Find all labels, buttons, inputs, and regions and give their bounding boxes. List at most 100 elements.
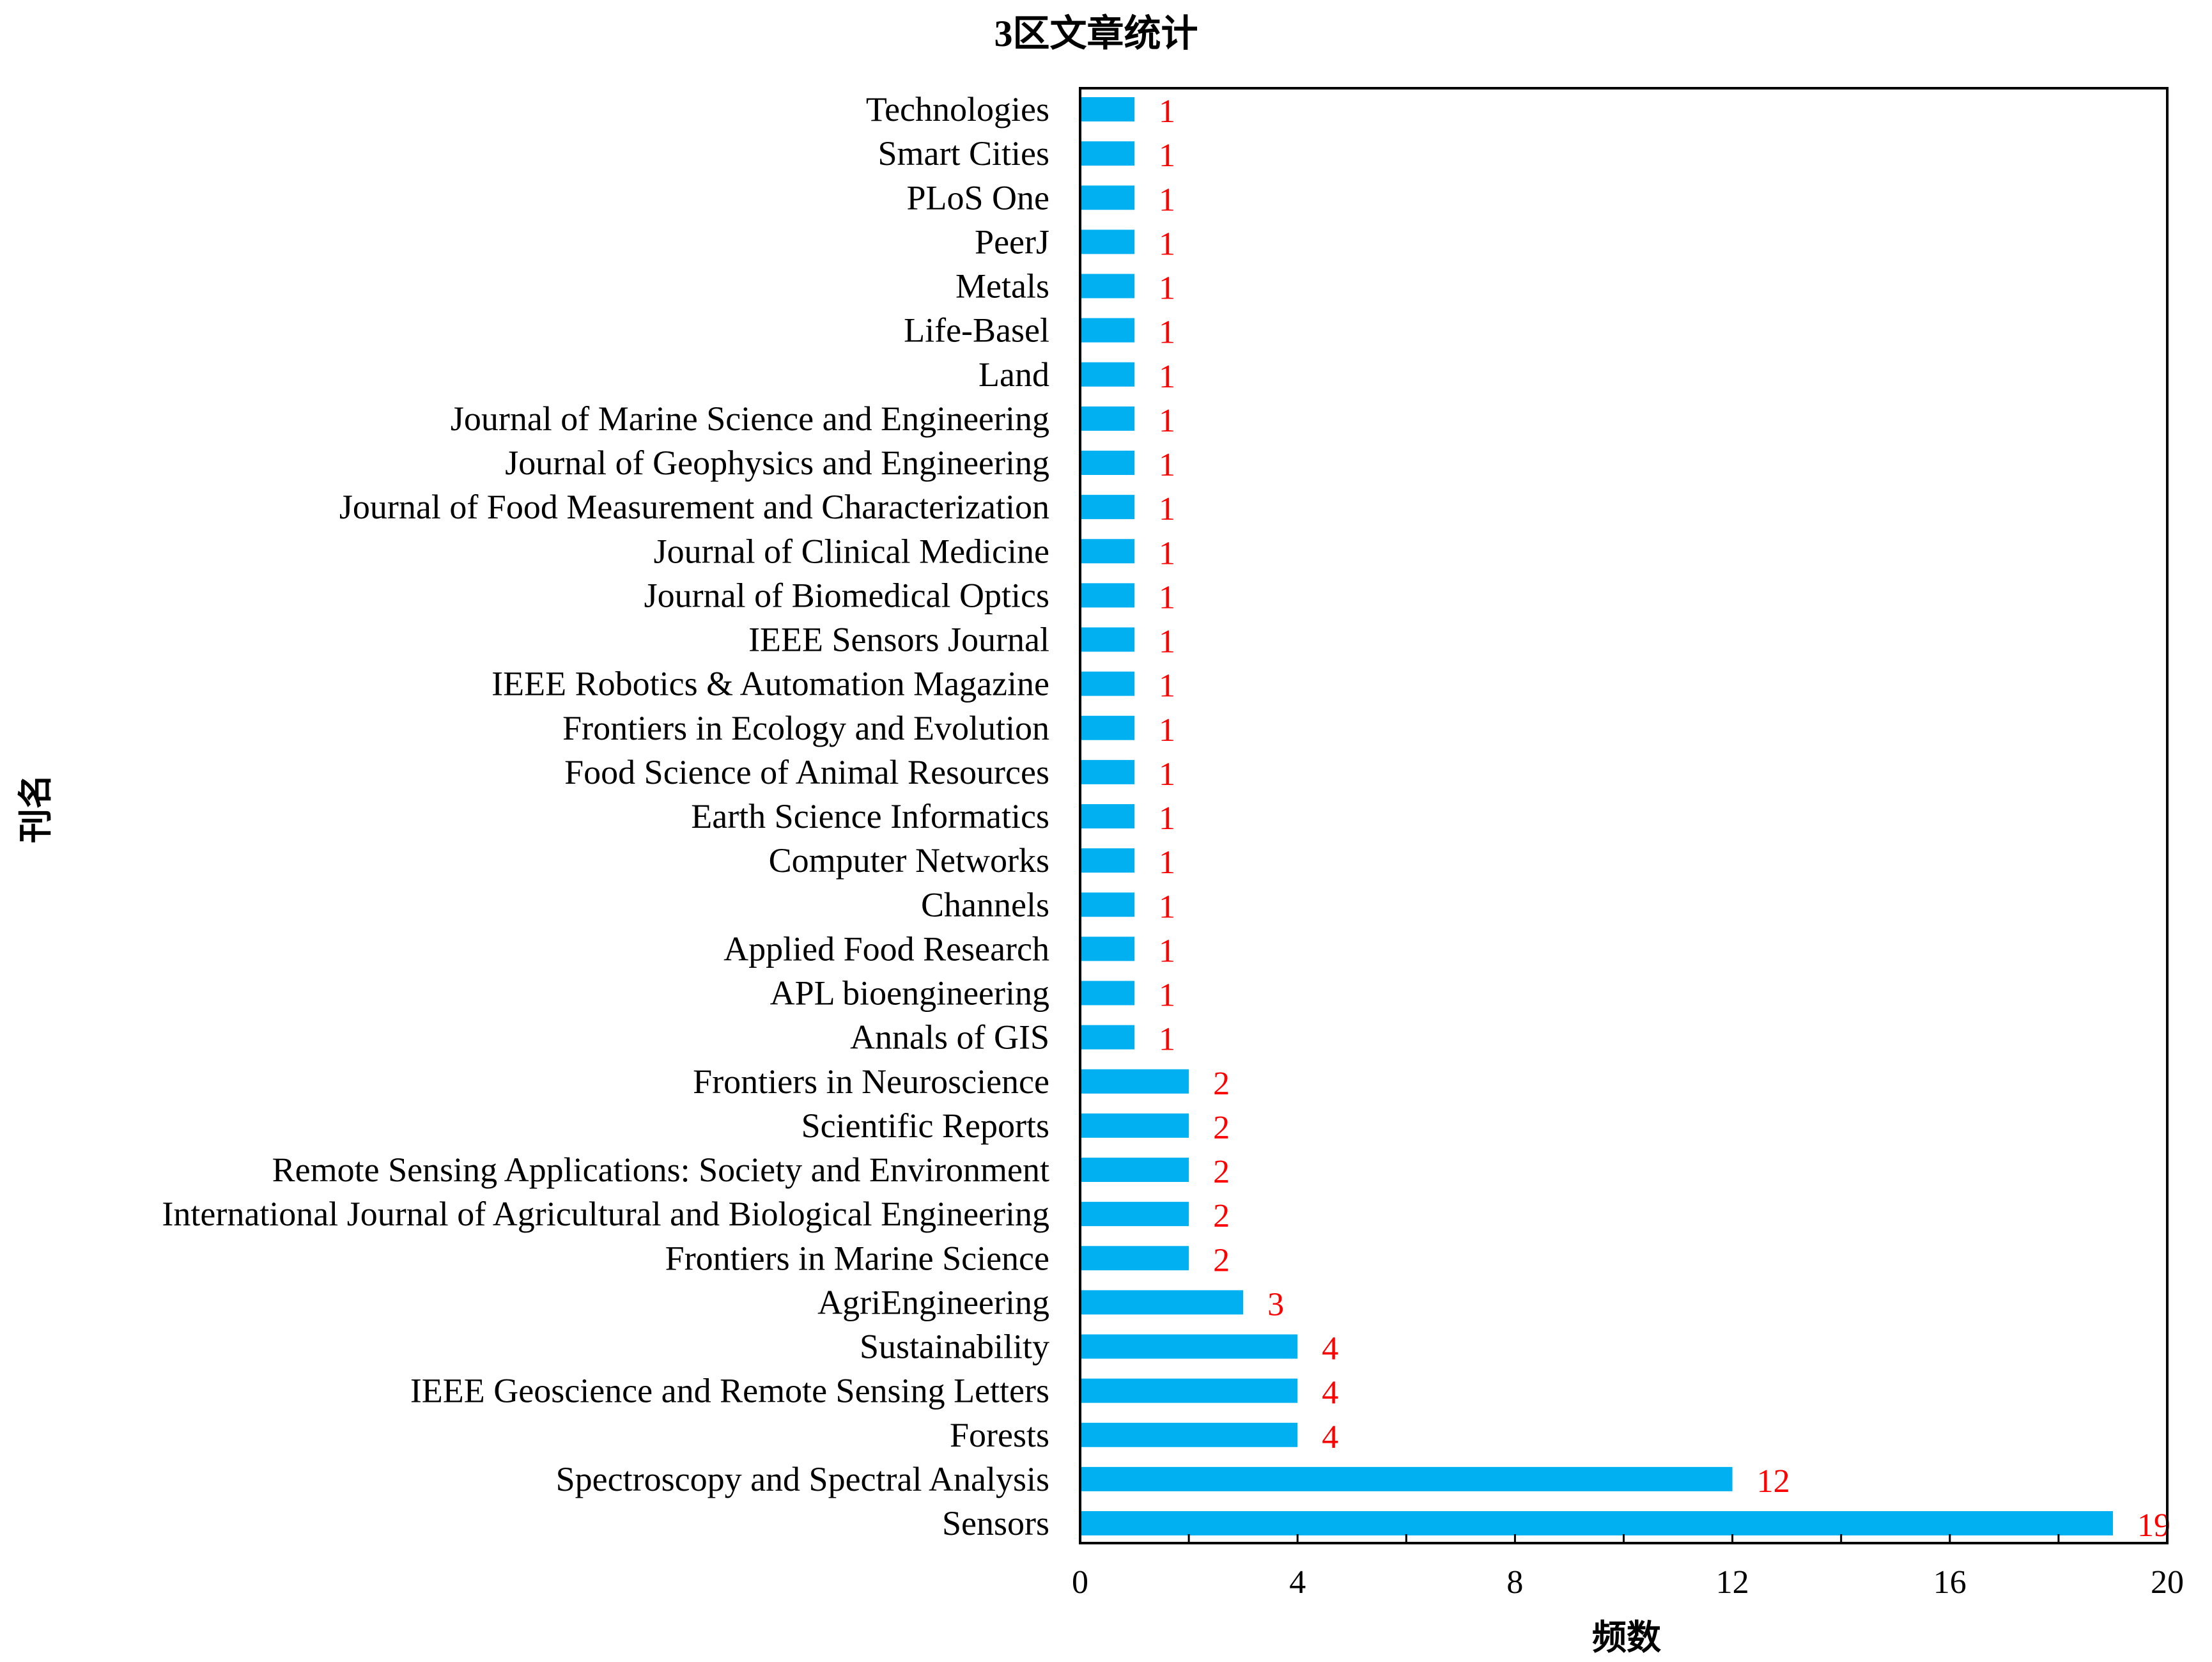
bar <box>1080 892 1135 917</box>
data-label: 1 <box>1159 270 1175 307</box>
data-label: 1 <box>1159 315 1175 351</box>
bar <box>1080 1158 1189 1182</box>
data-label: 1 <box>1159 624 1175 660</box>
data-label: 1 <box>1159 491 1175 527</box>
data-label: 2 <box>1213 1198 1230 1234</box>
category-label: Frontiers in Ecology and Evolution <box>562 709 1049 747</box>
category-label: Food Science of Animal Resources <box>564 753 1049 791</box>
bar <box>1080 627 1135 652</box>
data-label: 2 <box>1213 1066 1230 1102</box>
bar <box>1080 804 1135 828</box>
data-label: 1 <box>1159 800 1175 837</box>
x-tick-label: 20 <box>2151 1564 2184 1601</box>
x-tick-label: 4 <box>1289 1564 1306 1601</box>
bar <box>1080 97 1135 121</box>
data-label: 1 <box>1159 137 1175 174</box>
data-label: 1 <box>1159 447 1175 483</box>
bar <box>1080 583 1135 608</box>
bars-layer <box>1080 97 2113 1535</box>
data-label: 1 <box>1159 844 1175 881</box>
category-label: Spectroscopy and Spectral Analysis <box>556 1460 1049 1498</box>
category-label: Channels <box>921 885 1049 924</box>
bar <box>1080 451 1135 475</box>
plot-frame <box>1079 87 2169 1544</box>
data-label: 2 <box>1213 1110 1230 1146</box>
category-label: Scientific Reports <box>801 1107 1049 1145</box>
data-label: 4 <box>1322 1331 1338 1367</box>
chart-title: 3区文章统计 <box>994 13 1198 54</box>
bar <box>1080 1466 1733 1491</box>
bar <box>1080 715 1135 740</box>
category-label: Life-Basel <box>904 311 1049 350</box>
data-label: 1 <box>1159 977 1175 1014</box>
bar <box>1080 1025 1135 1050</box>
bar <box>1080 1511 2113 1535</box>
category-label: IEEE Sensors Journal <box>748 621 1049 659</box>
data-label: 1 <box>1159 359 1175 395</box>
category-label: Annals of GIS <box>850 1018 1049 1057</box>
category-label: Journal of Biomedical Optics <box>644 576 1049 614</box>
bar <box>1080 229 1135 254</box>
category-label: Remote Sensing Applications: Society and… <box>272 1151 1049 1189</box>
data-label: 1 <box>1159 182 1175 218</box>
category-label: Smart Cities <box>878 134 1050 173</box>
x-tick-label: 0 <box>1072 1564 1088 1601</box>
data-label: 1 <box>1159 668 1175 704</box>
bar <box>1080 981 1135 1006</box>
category-label: Journal of Food Measurement and Characte… <box>339 488 1049 526</box>
bar <box>1080 495 1135 520</box>
category-label: Journal of Marine Science and Engineerin… <box>451 400 1049 438</box>
category-label: International Journal of Agricultural an… <box>162 1195 1049 1233</box>
data-label: 1 <box>1159 712 1175 749</box>
bar <box>1080 1290 1244 1315</box>
bar <box>1080 1422 1298 1447</box>
y-axis-label: 刊名 <box>17 774 55 843</box>
data-label: 1 <box>1159 579 1175 616</box>
data-label: 1 <box>1159 535 1175 571</box>
category-label: PeerJ <box>975 222 1049 261</box>
category-label: Frontiers in Marine Science <box>665 1239 1049 1277</box>
x-axis-label: 频数 <box>1592 1619 1661 1657</box>
x-tick-label: 12 <box>1716 1564 1749 1601</box>
bar <box>1080 1113 1189 1138</box>
category-label: AgriEngineering <box>817 1283 1049 1321</box>
bar <box>1080 848 1135 873</box>
data-label: 19 <box>2137 1507 2170 1544</box>
category-label: Frontiers in Neuroscience <box>693 1062 1049 1101</box>
bar <box>1080 318 1135 343</box>
data-label: 4 <box>1322 1419 1338 1456</box>
bar <box>1080 671 1135 696</box>
category-label: Metals <box>955 267 1049 306</box>
bar <box>1080 141 1135 166</box>
category-label: Earth Science Informatics <box>691 797 1049 835</box>
category-label: IEEE Geoscience and Remote Sensing Lette… <box>410 1372 1049 1410</box>
data-label: 2 <box>1213 1154 1230 1190</box>
bar <box>1080 936 1135 961</box>
category-label: PLoS One <box>906 178 1049 217</box>
category-label: Applied Food Research <box>723 929 1049 968</box>
data-label: 3 <box>1267 1286 1284 1323</box>
bar <box>1080 1069 1189 1094</box>
data-label: 2 <box>1213 1242 1230 1278</box>
category-label: IEEE Robotics & Automation Magazine <box>491 665 1049 703</box>
category-label: Journal of Geophysics and Engineering <box>505 444 1049 482</box>
data-label: 1 <box>1159 933 1175 969</box>
bar <box>1080 362 1135 387</box>
data-label: 1 <box>1159 1021 1175 1058</box>
data-label: 1 <box>1159 226 1175 262</box>
x-tick-label: 16 <box>1933 1564 1967 1601</box>
data-label: 1 <box>1159 93 1175 130</box>
bar <box>1080 1202 1189 1227</box>
data-label: 12 <box>1757 1463 1790 1500</box>
bar <box>1080 1334 1298 1359</box>
category-label: Computer Networks <box>769 841 1049 880</box>
category-label: APL bioengineering <box>770 974 1049 1013</box>
bar <box>1080 1246 1189 1271</box>
category-label: Technologies <box>866 90 1049 128</box>
data-label: 4 <box>1322 1375 1338 1411</box>
category-labels: Technologies Smart Cities PLoS One PeerJ Met… <box>162 90 1049 1542</box>
bar <box>1080 406 1135 431</box>
category-label: Journal of Clinical Medicine <box>654 532 1049 570</box>
